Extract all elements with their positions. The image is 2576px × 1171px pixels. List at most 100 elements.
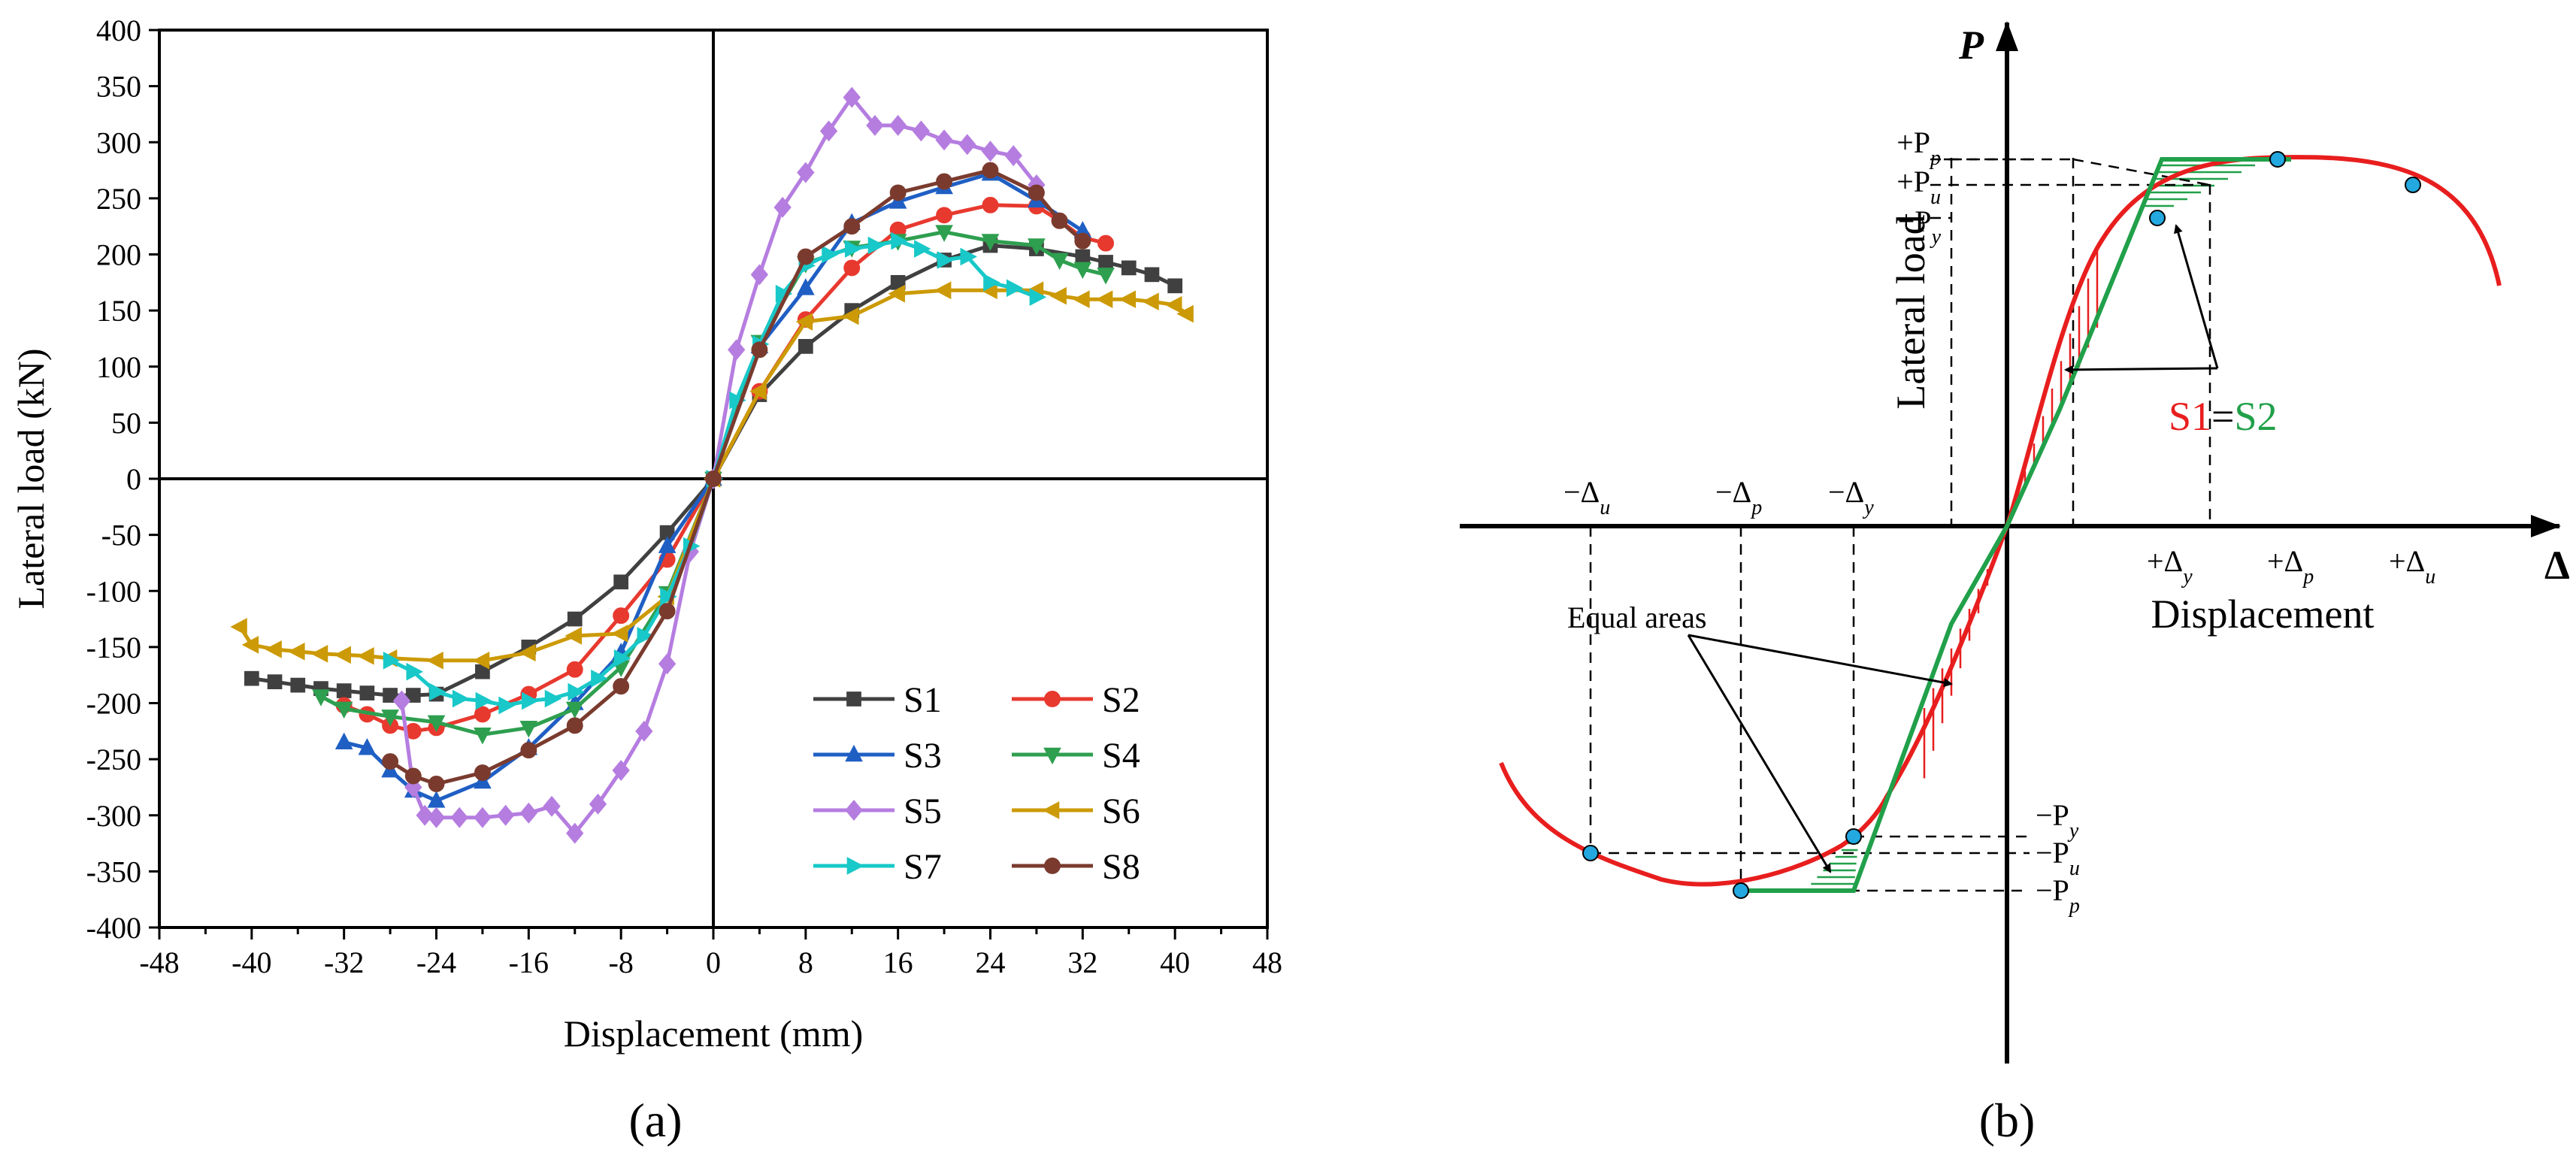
data-point-S5 [496, 804, 515, 826]
data-point-S5 [728, 339, 746, 361]
data-point-S4 [381, 710, 399, 727]
data-point-S7 [844, 240, 862, 258]
legend-item-S6: S6 [1012, 791, 1140, 831]
y-tick-label: 150 [96, 294, 141, 328]
y-tick-label: -350 [86, 855, 141, 888]
data-point-S8 [843, 218, 861, 235]
data-point-S6 [1049, 286, 1067, 305]
legend-marker [846, 857, 864, 875]
data-point-S5 [773, 196, 792, 218]
data-point-S7 [1029, 288, 1047, 307]
guide-line [2072, 158, 2211, 186]
data-point-S1 [336, 683, 352, 698]
data-point-S5 [450, 806, 468, 828]
data-point-S8 [613, 678, 630, 695]
data-point-S6 [1073, 290, 1090, 309]
data-point-S7 [937, 251, 955, 269]
data-point-S6 [1118, 290, 1137, 309]
legend-label: S2 [1102, 680, 1140, 720]
y-tick-label: -50 [101, 519, 141, 552]
data-point-S7 [406, 662, 423, 681]
arrow [2174, 224, 2219, 369]
data-point-S5 [866, 114, 884, 136]
data-point-S1 [244, 670, 259, 686]
data-point-S4 [1028, 238, 1046, 256]
data-point-S8 [705, 471, 722, 487]
data-point-S5 [392, 690, 411, 712]
x-axis-title-a: Displacement (mm) [564, 1012, 864, 1055]
x-tick-label: 8 [798, 946, 813, 979]
data-point-S5 [750, 264, 769, 286]
data-point-S7 [498, 696, 516, 715]
equal-areas-label: Equal areas [1567, 601, 1706, 634]
data-point-S1 [405, 688, 421, 703]
data-point-S2 [843, 259, 861, 277]
legend-marker [845, 800, 863, 821]
data-point-S4 [519, 721, 538, 738]
data-point-S4 [1050, 253, 1069, 271]
label-pos-du: +Δu [2389, 544, 2435, 589]
y-tick-label: 50 [111, 406, 141, 440]
label-pos-py: +Py [1898, 204, 1942, 249]
label-pos-pp: +Pp [1896, 126, 1941, 170]
annotation-arrows [1687, 224, 2219, 873]
data-point-S7 [637, 627, 655, 645]
x-tick-label: 40 [1160, 946, 1190, 979]
data-point-S8 [797, 248, 814, 265]
data-point-S6 [288, 643, 305, 661]
label-neg-dy: −Δy [1828, 475, 1874, 519]
data-point-S6 [749, 382, 767, 401]
data-point-S5 [519, 802, 537, 824]
data-point-S5 [658, 653, 677, 675]
data-point-S6 [1176, 304, 1194, 323]
legend-item-S5: S5 [813, 791, 942, 831]
data-point-S8 [404, 767, 422, 785]
y-tick-label: 300 [96, 126, 141, 159]
legend-marker [1044, 858, 1061, 874]
data-point-S2 [474, 706, 491, 723]
data-point-S7 [452, 689, 470, 708]
arrow [2064, 365, 2218, 374]
data-point-S1 [383, 688, 398, 703]
data-point-S1 [798, 339, 813, 354]
data-point-S1 [1167, 278, 1183, 294]
data-point-S6 [357, 646, 374, 665]
data-point-S8 [474, 764, 491, 781]
data-point-S7 [960, 247, 977, 266]
arrow [1687, 634, 1832, 873]
legend-item-S8: S8 [1012, 847, 1140, 887]
data-point-S8 [936, 173, 953, 190]
data-point-S5 [981, 141, 1000, 162]
data-point-S7 [475, 691, 493, 710]
data-point-S5 [416, 804, 434, 826]
y-tick-label: -150 [86, 631, 141, 664]
data-point-S7 [983, 273, 1000, 292]
y-tick-label: 0 [126, 462, 141, 496]
data-point-S7 [429, 682, 446, 701]
legend-a: S1 S2 S3 S4 S5 S6 S7 S8 [813, 680, 1140, 887]
x-tick-label: -40 [232, 946, 271, 979]
data-point-S4 [427, 715, 446, 733]
data-point-S6 [610, 625, 628, 643]
data-point-S1 [567, 611, 583, 627]
s2-label: S2 [2235, 394, 2278, 439]
y-tick-label: -250 [86, 743, 141, 776]
data-point-S7 [544, 689, 562, 708]
data-point-S7 [891, 231, 908, 250]
series-S8 [382, 162, 1091, 792]
series-a [230, 86, 1194, 844]
panel-label-a: (a) [628, 1094, 682, 1147]
data-point-S6 [1164, 295, 1182, 314]
legend-item-S2: S2 [1012, 680, 1140, 720]
data-point-S6 [1095, 290, 1113, 309]
x-tick-label: 16 [883, 946, 913, 979]
data-point-S6 [310, 645, 328, 663]
y-tick-label: 350 [96, 70, 141, 104]
x-tick-label: 0 [706, 946, 721, 979]
data-point-S2 [982, 196, 999, 213]
data-point-S1 [1098, 255, 1113, 270]
data-point-S8 [1074, 232, 1091, 250]
label-pos-dy: +Δy [2147, 544, 2193, 589]
point-yield-neg [1845, 828, 1862, 845]
y-axis-symbol: P [1958, 23, 1984, 68]
